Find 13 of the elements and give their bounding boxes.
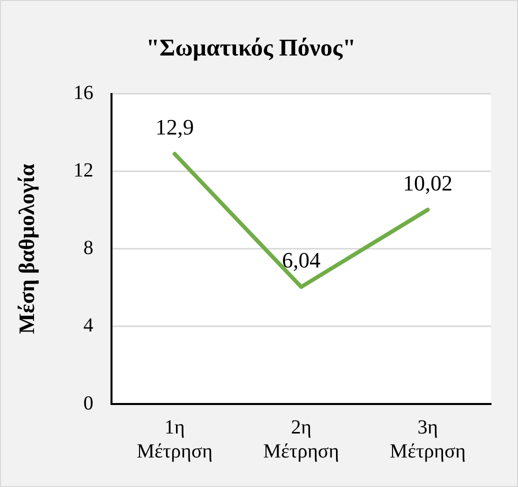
data-label: 10,02 xyxy=(402,170,452,196)
y-tick-label: 12 xyxy=(73,160,94,182)
y-tick-label: 0 xyxy=(83,392,94,414)
chart-title: "Σωματικός Πόνος" xyxy=(146,36,356,62)
data-label: 6,04 xyxy=(282,248,320,273)
y-tick-label: 8 xyxy=(83,237,94,260)
data-label: 12,9 xyxy=(155,114,194,140)
y-tick-label: 4 xyxy=(83,314,94,337)
x-tick-label: 3η Μέτρηση xyxy=(390,416,466,462)
x-tick-label: 2η Μέτρηση xyxy=(263,416,340,462)
y-axis-title: Μέση βαθμολογία xyxy=(14,163,39,334)
x-tick-label: 1η Μέτρηση xyxy=(136,416,213,462)
y-tick-label: 16 xyxy=(73,82,94,104)
